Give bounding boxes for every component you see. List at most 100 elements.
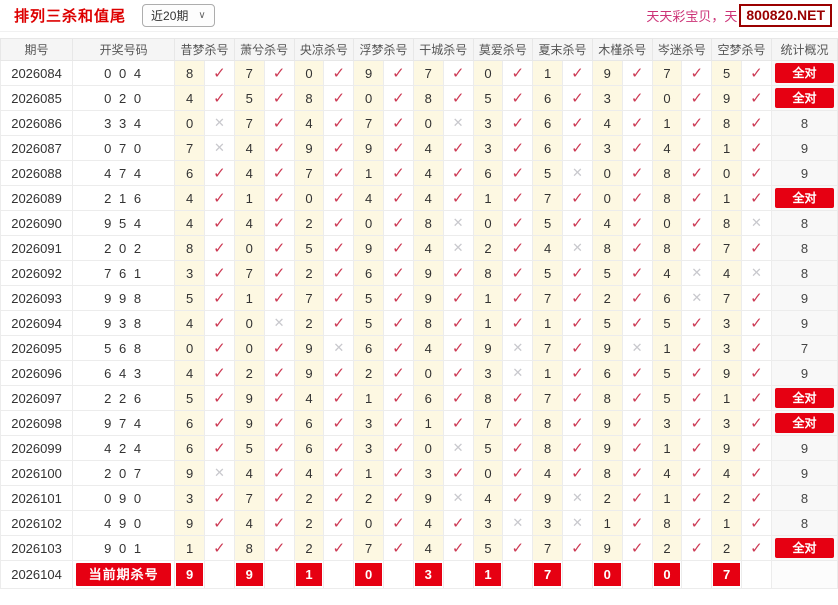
kill-number-cell: 4 — [412, 135, 444, 161]
current-kill-number: 1 — [474, 563, 502, 586]
kill-number-cell: 5 — [233, 85, 265, 111]
draw-numbers-cell: 0 0 4 — [72, 60, 176, 86]
draw-numbers-cell: 0 7 0 — [72, 135, 176, 161]
check-icon: ✓ — [204, 435, 235, 461]
kill-number-cell: 6 — [472, 160, 504, 186]
kill-number-cell: 7 — [532, 185, 564, 211]
check-icon: ✓ — [442, 335, 474, 361]
check-icon: ✓ — [741, 160, 772, 186]
kill-number-cell: 9 — [293, 135, 325, 161]
kill-number-cell: 6 — [532, 110, 564, 136]
kill-number-cell: 0 — [233, 235, 265, 261]
check-icon: ✓ — [681, 460, 713, 486]
check-icon: ✓ — [741, 60, 772, 86]
period-cell: 2026094 — [0, 310, 74, 336]
check-icon: ✓ — [562, 435, 593, 461]
kill-number-cell: 8 — [233, 535, 265, 561]
kill-number-cell: 3 — [711, 310, 743, 336]
check-icon: ✓ — [323, 85, 355, 111]
check-icon: ✓ — [621, 210, 653, 236]
kill-number-cell: 1 — [353, 160, 385, 186]
watermark: 天天彩宝贝，天 800820.NET — [646, 4, 832, 27]
x-icon: ✕ — [681, 285, 713, 311]
empty-mark-cell — [621, 560, 653, 589]
kill-number-cell: 1 — [591, 510, 623, 536]
kill-number-cell: 9 — [711, 85, 743, 111]
x-icon: ✕ — [442, 235, 474, 261]
check-icon: ✓ — [502, 135, 534, 161]
empty-mark-cell — [562, 560, 593, 589]
period-cell: 2026100 — [0, 460, 74, 486]
kill-number-cell: 1 — [353, 460, 385, 486]
check-icon: ✓ — [263, 260, 295, 286]
table-row: 2026096 6 4 3 4 ✓ 2 ✓ 9 ✓ 2 ✓ 0 ✓ 3 ✕ 1 ✓ 6 ✓ 5 ✓ 9 ✓ 9 — [0, 360, 838, 386]
check-icon: ✓ — [383, 510, 414, 536]
check-icon: ✓ — [383, 135, 414, 161]
kill-number-cell: 9 — [353, 135, 385, 161]
check-icon: ✓ — [502, 110, 534, 136]
check-icon: ✓ — [681, 160, 713, 186]
kill-number-cell: 9 — [591, 410, 623, 436]
check-icon: ✓ — [442, 310, 474, 336]
column-header-2: 昔梦杀号 — [174, 38, 235, 61]
check-icon: ✓ — [621, 60, 653, 86]
stat-cell: 全对 — [770, 385, 838, 411]
x-icon: ✕ — [204, 135, 235, 161]
kill-number-cell: 9 — [711, 435, 743, 461]
check-icon: ✓ — [621, 85, 653, 111]
kill-number-cell: 8 — [532, 435, 564, 461]
check-icon: ✓ — [204, 410, 235, 436]
period-cell: 2026096 — [0, 360, 74, 386]
check-icon: ✓ — [204, 335, 235, 361]
check-icon: ✓ — [263, 485, 295, 511]
period-cell: 2026084 — [0, 60, 74, 86]
check-icon: ✓ — [741, 435, 772, 461]
stat-cell: 8 — [770, 210, 838, 236]
kill-number-cell: 5 — [711, 60, 743, 86]
kill-number-cell: 9 — [591, 60, 623, 86]
current-kill-label-cell: 当前期杀号 — [72, 560, 176, 589]
kill-number-cell: 6 — [353, 260, 385, 286]
kill-number-cell: 5 — [472, 535, 504, 561]
draw-numbers-cell: 2 1 6 — [72, 185, 176, 211]
check-icon: ✓ — [383, 285, 414, 311]
kill-number-cell: 3 — [711, 335, 743, 361]
check-icon: ✓ — [741, 135, 772, 161]
kill-number-cell: 0 — [472, 210, 504, 236]
kill-number-cell: 5 — [651, 360, 683, 386]
current-kill-number-cell: 0 — [591, 560, 623, 589]
stat-cell: 9 — [770, 360, 838, 386]
check-icon: ✓ — [681, 85, 713, 111]
table-row: 2026091 2 0 2 8 ✓ 0 ✓ 5 ✓ 9 ✓ 4 ✕ 2 ✓ 4 ✕ 8 ✓ 8 ✓ 7 ✓ 8 — [0, 235, 838, 261]
kill-number-cell: 3 — [472, 110, 504, 136]
kill-number-cell: 8 — [651, 235, 683, 261]
check-icon: ✓ — [263, 510, 295, 536]
x-icon: ✕ — [442, 110, 474, 136]
kill-number-cell: 2 — [293, 485, 325, 511]
check-icon: ✓ — [562, 335, 593, 361]
current-period-row: 2026104 当前期杀号 9 9 1 0 3 1 7 0 0 7 — [0, 560, 838, 589]
period-cell: 2026102 — [0, 510, 74, 536]
current-kill-number: 0 — [593, 563, 621, 586]
check-icon: ✓ — [323, 535, 355, 561]
draw-numbers-cell: 9 5 4 — [72, 210, 176, 236]
check-icon: ✓ — [204, 385, 235, 411]
kill-number-cell: 7 — [412, 60, 444, 86]
draw-numbers-cell: 9 0 1 — [72, 535, 176, 561]
check-icon: ✓ — [621, 410, 653, 436]
check-icon: ✓ — [621, 485, 653, 511]
check-icon: ✓ — [621, 360, 653, 386]
kill-number-cell: 9 — [711, 360, 743, 386]
stat-cell: 全对 — [770, 535, 838, 561]
draw-numbers-cell: 2 2 6 — [72, 385, 176, 411]
check-icon: ✓ — [681, 60, 713, 86]
check-icon: ✓ — [323, 460, 355, 486]
kill-number-cell: 1 — [472, 185, 504, 211]
current-kill-number: 9 — [235, 563, 263, 586]
period-cell: 2026099 — [0, 435, 74, 461]
table-row: 2026101 0 9 0 3 ✓ 7 ✓ 2 ✓ 2 ✓ 9 ✕ 4 ✓ 9 ✕ 2 ✓ 1 ✓ 2 ✓ 8 — [0, 485, 838, 511]
period-range-select[interactable]: 近20期 ∨ — [142, 4, 215, 27]
check-icon: ✓ — [562, 60, 593, 86]
kill-number-cell: 0 — [412, 110, 444, 136]
kill-number-cell: 0 — [472, 460, 504, 486]
